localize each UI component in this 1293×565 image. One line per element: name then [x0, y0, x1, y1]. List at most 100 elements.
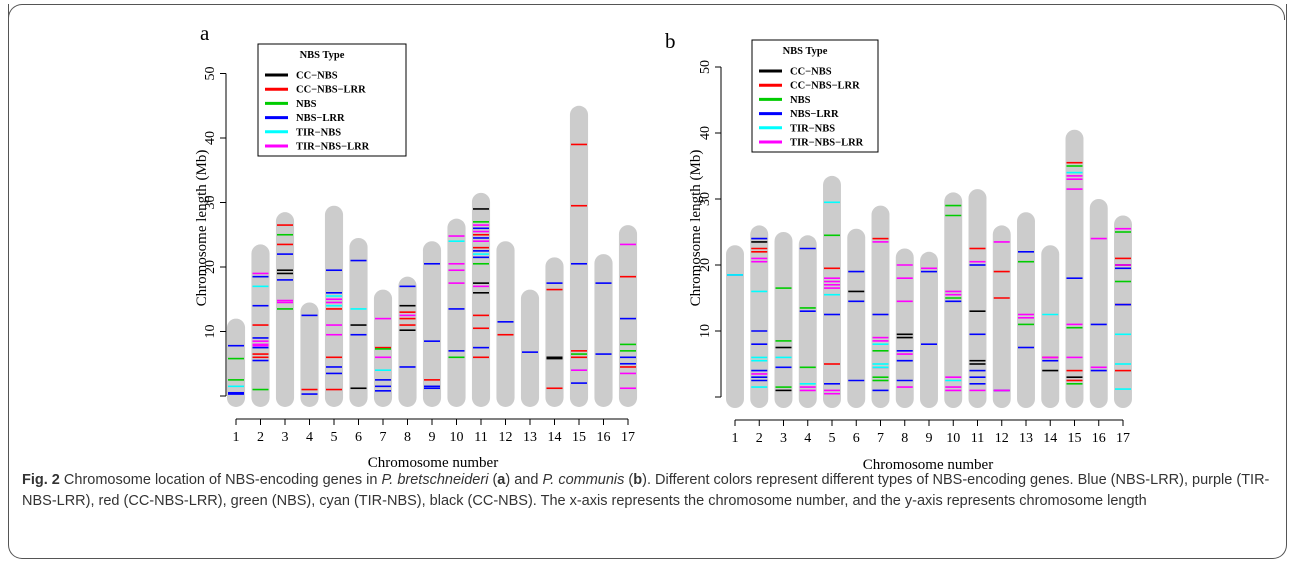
x-tick-label: 14 [1043, 431, 1057, 446]
legend-label: NBS−LRR [790, 109, 839, 120]
chromosome-bar [823, 175, 841, 408]
chromosome-bar [569, 105, 589, 407]
figure-frame [8, 4, 1287, 559]
chromosome-bar [520, 289, 540, 407]
caption-text-5: ). Different colors represent different … [22, 472, 1270, 509]
legend-label: CC−NBS [296, 71, 338, 82]
panel-label: a [200, 21, 210, 45]
legend-label: CC−NBS [790, 67, 832, 78]
caption-text-4: ( [624, 472, 634, 488]
x-tick-label: 8 [901, 431, 908, 446]
chromosome-bar [920, 251, 938, 408]
y-tick-label: 50 [203, 67, 218, 81]
chromosome-bar [1041, 245, 1060, 408]
x-tick-label: 15 [1068, 431, 1082, 446]
legend-label: NBS [790, 95, 811, 106]
chromosome-bar [774, 232, 793, 408]
caption-panel-b-ref: b [633, 472, 643, 488]
legend-label: TIR−NBS−LRR [296, 142, 370, 153]
x-tick-label: 17 [1116, 431, 1130, 446]
x-tick-label: 17 [621, 430, 635, 445]
panel-b-chart: b 10 20 30 40 50 Chromosome length (Mb) 1 2 3 4 5 6 7… [665, 29, 1132, 470]
x-tick-label: 6 [355, 430, 362, 445]
chromosome-bar [594, 254, 613, 407]
chromosome-bar [798, 235, 817, 408]
caption-text-3: ) and [505, 472, 543, 488]
x-tick-label: 15 [572, 430, 586, 445]
chromosome-bar [750, 225, 769, 408]
chromosome-bar [992, 225, 1011, 408]
x-tick-label: 2 [756, 431, 763, 446]
y-tick-label: 40 [203, 131, 218, 145]
chromosome-bar [895, 248, 914, 408]
x-tick-label: 11 [971, 431, 984, 446]
panel-label: b [665, 29, 676, 53]
chromosome-bar [226, 318, 246, 407]
caption-text-1: Chromosome location of NBS-encoding gene… [63, 472, 382, 488]
legend-label: TIR−NBS [296, 127, 341, 138]
caption-text-2: ( [488, 472, 498, 488]
x-tick-label: 13 [1019, 431, 1033, 446]
y-tick-label: 20 [698, 258, 713, 272]
x-tick-label: 9 [429, 430, 436, 445]
caption-panel-a-ref: a [497, 472, 506, 488]
legend-label: CC−NBS−LRR [790, 81, 860, 92]
x-tick-label: 6 [853, 431, 860, 446]
x-tick-label: 1 [233, 430, 240, 445]
legend-box [751, 39, 879, 153]
chromosome-bar [847, 228, 866, 408]
x-tick-label: 10 [946, 431, 960, 446]
chromosome-bar [349, 237, 368, 407]
x-tick-label: 7 [877, 431, 884, 446]
x-axis-label: Chromosome number [863, 457, 993, 470]
x-tick-label: 5 [829, 431, 836, 446]
chromosome-bar [726, 245, 744, 408]
x-tick-label: 11 [474, 430, 487, 445]
caption-species-a: P. bretschneideri [381, 472, 489, 488]
legend-title: NBS Type [300, 50, 345, 61]
chromosome-bar [496, 241, 515, 407]
x-tick-label: 4 [804, 431, 811, 446]
y-tick-label: 30 [698, 192, 713, 206]
x-tick-label: 9 [926, 431, 933, 446]
chromosome-bar [545, 257, 564, 407]
x-tick-label: 14 [548, 430, 562, 445]
chromosome-bar [1017, 212, 1035, 408]
y-tick-label: 50 [698, 60, 713, 74]
x-tick-label: 3 [282, 430, 289, 445]
y-axis-label: Chromosome length (Mb) [194, 150, 210, 307]
legend-label: CC−NBS−LRR [296, 85, 366, 96]
x-tick-label: 2 [257, 430, 264, 445]
chromosome-bar [968, 189, 987, 408]
y-tick-label: 10 [698, 324, 713, 338]
chromosome-bar [871, 205, 890, 408]
figure-caption: Fig. 2 Chromosome location of NBS-encodi… [22, 470, 1270, 512]
x-tick-label: 3 [780, 431, 787, 446]
caption-species-b: P. communis [542, 472, 625, 488]
chromosome-bar [1089, 199, 1108, 408]
x-axis-label: Chromosome number [368, 455, 498, 470]
legend-label: NBS−LRR [296, 113, 345, 124]
y-tick-label: 20 [203, 260, 218, 274]
chromosome-bar [618, 225, 638, 407]
y-axis-label: Chromosome length (Mb) [688, 150, 704, 307]
legend-label: TIR−NBS−LRR [790, 138, 864, 149]
y-tick-label: 10 [203, 325, 218, 339]
x-tick-label: 1 [732, 431, 739, 446]
y-tick-label: 30 [203, 196, 218, 210]
chromosome-bar [300, 302, 319, 407]
x-tick-label: 10 [450, 430, 464, 445]
x-tick-label: 5 [331, 430, 338, 445]
x-tick-label: 16 [597, 430, 611, 445]
x-tick-label: 4 [306, 430, 313, 445]
x-tick-label: 16 [1092, 431, 1106, 446]
y-tick-label: 40 [698, 126, 713, 140]
chromosome-bar [471, 192, 491, 407]
chromosome-bar [398, 276, 417, 407]
x-tick-label: 12 [499, 430, 513, 445]
x-tick-label: 8 [404, 430, 411, 445]
chromosome-bar [944, 192, 963, 408]
chromosome-bar [1065, 129, 1084, 408]
